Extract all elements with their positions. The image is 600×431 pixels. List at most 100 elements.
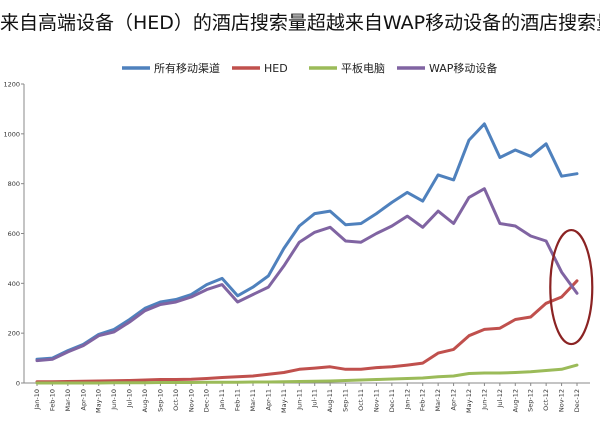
data-point [298,225,300,227]
data-point [329,226,331,228]
legend-label: WAP移动设备 [429,61,497,75]
data-point [129,380,131,382]
data-point [561,175,563,177]
data-point [252,381,254,383]
x-tick-label: May-10 [95,389,103,413]
data-point [360,241,362,243]
data-point [252,375,254,377]
data-point [237,381,239,383]
data-point [453,179,455,181]
data-point [576,173,578,175]
y-tick-label: 200 [8,330,20,338]
x-tick-label: Aug-11 [326,389,334,412]
data-point [375,213,377,215]
x-tick-label: Feb-12 [419,389,427,411]
data-point [36,360,38,362]
data-point [113,331,115,333]
data-point [314,213,316,215]
data-point [190,296,192,298]
data-point [422,377,424,379]
data-point [237,295,239,297]
data-point [221,284,223,286]
chart-legend: 所有移动渠道 HED 平板电脑 WAP移动设备 [122,61,497,75]
data-point [375,379,377,381]
data-point [391,366,393,368]
x-tick-label: Dec-12 [573,389,581,412]
x-tick-label: May-12 [465,389,473,413]
data-point [406,191,408,193]
data-point [499,372,501,374]
data-point [283,372,285,374]
y-tick-label: 0 [16,380,20,388]
data-point [499,327,501,329]
data-point [221,377,223,379]
data-point [514,225,516,227]
series-line [35,187,579,363]
data-point [159,382,161,384]
x-tick-label: Oct-10 [172,389,180,411]
data-point [499,157,501,159]
data-point [530,316,532,318]
data-point [67,382,69,384]
data-point [175,379,177,381]
data-point [113,382,115,384]
data-point [468,196,470,198]
data-point [67,351,69,353]
data-point [329,380,331,382]
data-point [298,381,300,383]
x-tick-label: Mar-10 [64,389,72,411]
x-tick-label: Sep-11 [342,389,350,412]
data-point [453,223,455,225]
x-tick-label: Jul-12 [496,389,504,408]
x-tick-label: Jan-12 [403,389,411,411]
data-point [545,240,547,242]
data-point [360,223,362,225]
data-point [98,382,100,384]
data-point [375,233,377,235]
data-point [345,224,347,226]
data-point [406,364,408,366]
data-point [144,310,146,312]
x-tick-label: Aug-10 [141,389,149,412]
data-point [437,210,439,212]
data-point [468,139,470,141]
data-point [329,366,331,368]
x-tick-label: Sep-12 [527,389,535,412]
data-point [36,382,38,384]
data-point [237,376,239,378]
data-point [267,286,269,288]
data-point [190,382,192,384]
x-tick-label: Jul-10 [126,389,134,408]
y-tick-label: 600 [8,230,20,238]
data-point [314,367,316,369]
chart-annotation [549,228,594,346]
series-line [35,363,579,385]
data-point [576,364,578,366]
x-tick-label: May-11 [280,389,288,413]
data-point [561,271,563,273]
data-point [360,368,362,370]
chart-axes: 0 200 400 600 800 1000 1200 Jan-10 Feb-10 Mar-10 A… [3,81,590,413]
data-point [144,382,146,384]
x-tick-label: Nov-12 [558,389,566,412]
legend-label: HED [264,62,288,75]
data-point [82,382,84,384]
y-tick-label: 400 [8,280,20,288]
data-point [561,296,563,298]
data-point [267,381,269,383]
data-point [314,380,316,382]
x-tick-label: Feb-11 [234,389,242,411]
data-point [175,382,177,384]
data-point [453,348,455,350]
data-point [267,373,269,375]
data-point [206,284,208,286]
data-point [283,381,285,383]
data-point [144,379,146,381]
x-tick-label: Mar-11 [249,389,257,411]
data-point [453,375,455,377]
x-tick-label: Apr-11 [264,389,272,410]
data-point [283,247,285,249]
data-point [345,240,347,242]
data-point [252,294,254,296]
legend-label: 所有移动渠道 [154,61,220,75]
